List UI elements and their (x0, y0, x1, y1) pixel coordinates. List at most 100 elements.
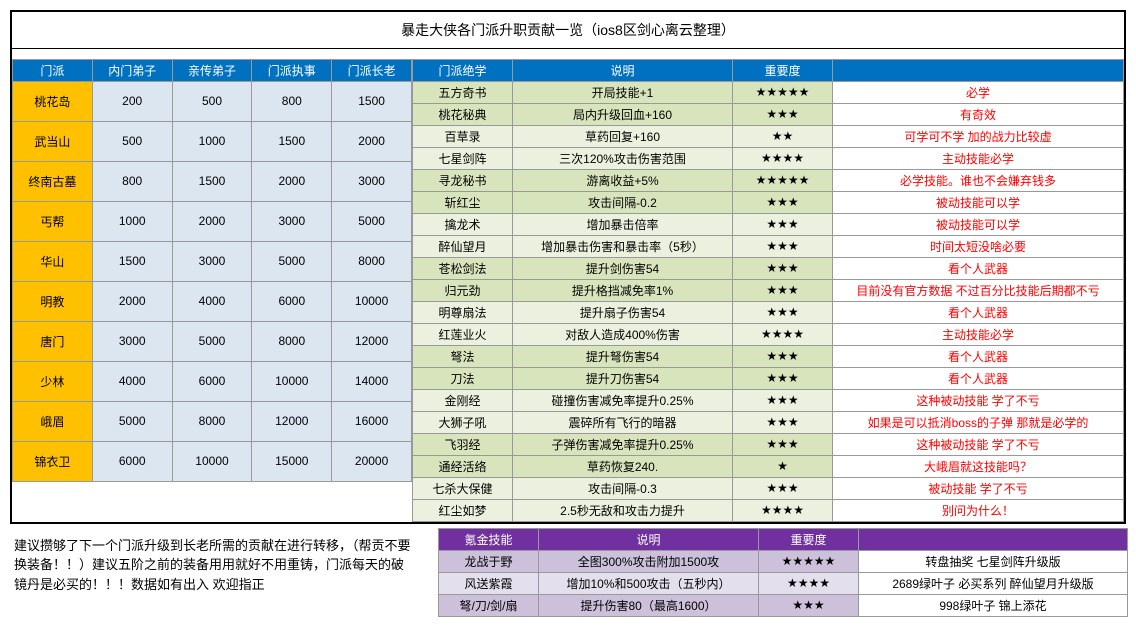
skill-desc: 草药回复+160 (513, 125, 733, 147)
contribution-value: 3000 (92, 321, 172, 361)
contribution-value: 4000 (92, 361, 172, 401)
skill-desc: 2.5秒无敌和攻击力提升 (513, 499, 733, 521)
skill-desc: 提升剑伤害54 (513, 257, 733, 279)
contribution-value: 500 (92, 121, 172, 161)
skill-desc: 震碎所有飞行的暗器 (513, 411, 733, 433)
skill-note: 被动技能可以学 (833, 191, 1124, 213)
advice-text: 建议攒够了下一个门派升级到长老所需的贡献在进行转移，（帮贡不要换装备！！）建议五… (10, 528, 418, 617)
skill-stars: ★★★ (733, 257, 833, 279)
skill-row: 大狮子吼震碎所有飞行的暗器★★★如果是可以抵消boss的子弹 那就是必学的 (413, 411, 1124, 433)
col-personal: 亲传弟子 (172, 59, 252, 81)
skill-desc: 碰撞伤害减免率提升0.25% (513, 389, 733, 411)
skill-stars: ★★★ (733, 279, 833, 301)
skill-name: 桃花秘典 (413, 103, 513, 125)
contribution-row: 唐门30005000800012000 (13, 321, 412, 361)
skill-note: 主动技能必学 (833, 323, 1124, 345)
skill-desc: 攻击间隔-0.2 (513, 191, 733, 213)
skill-desc: 增加暴击伤害和暴击率（5秒） (513, 235, 733, 257)
skill-stars: ★★★ (733, 103, 833, 125)
kr-row: 风送紫霞增加10%和500攻击（五秒内）★★★★2689绿叶子 必买系列 醉仙望… (439, 572, 1128, 594)
kr-row: 龙战于野全图300%攻击附加1500攻★★★★★转盘抽奖 七星剑阵升级版 (439, 550, 1128, 572)
col-elder: 门派长老 (332, 59, 412, 81)
skill-desc: 子弹伤害减免率提升0.25% (513, 433, 733, 455)
skill-row: 斩红尘攻击间隔-0.2★★★被动技能可以学 (413, 191, 1124, 213)
skill-name: 百草录 (413, 125, 513, 147)
skill-stars: ★ (733, 455, 833, 477)
skill-stars: ★★★ (733, 411, 833, 433)
kr-col-skill: 氪金技能 (439, 528, 539, 550)
skill-note: 时间太短没啥必要 (833, 235, 1124, 257)
kr-skill-desc: 提升伤害80（最高1600） (539, 594, 759, 616)
skill-stars: ★★★★★ (733, 81, 833, 103)
skill-stars: ★★★★ (733, 323, 833, 345)
skill-stars: ★★★★ (733, 499, 833, 521)
contribution-value: 12000 (252, 401, 332, 441)
col-desc: 说明 (513, 59, 733, 81)
skill-stars: ★★★ (733, 433, 833, 455)
contribution-value: 14000 (332, 361, 412, 401)
sect-name: 少林 (13, 361, 93, 401)
kr-skill-note: 998绿叶子 锦上添花 (859, 594, 1128, 616)
left-section: 门派 内门弟子 亲传弟子 门派执事 门派长老 桃花岛2005008001500武… (12, 49, 412, 522)
skill-stars: ★★★★ (733, 147, 833, 169)
skill-desc: 提升扇子伤害54 (513, 301, 733, 323)
skill-stars: ★★★ (733, 389, 833, 411)
skill-note: 别问为什么！ (833, 499, 1124, 521)
skill-stars: ★★★ (733, 213, 833, 235)
skill-name: 七杀大保健 (413, 477, 513, 499)
skill-stars: ★★ (733, 125, 833, 147)
skill-name: 金刚经 (413, 389, 513, 411)
contribution-value: 1500 (92, 241, 172, 281)
contribution-value: 1000 (92, 201, 172, 241)
skill-name: 大狮子吼 (413, 411, 513, 433)
skill-row: 归元劲提升格挡减免率1%★★★目前没有官方数据 不过百分比技能后期都不亏 (413, 279, 1124, 301)
skill-desc: 提升格挡减免率1% (513, 279, 733, 301)
skill-name: 苍松剑法 (413, 257, 513, 279)
contribution-value: 200 (92, 81, 172, 121)
skill-name: 红莲业火 (413, 323, 513, 345)
skill-note: 必学 (833, 81, 1124, 103)
skill-note: 主动技能必学 (833, 147, 1124, 169)
skill-note: 看个人武器 (833, 257, 1124, 279)
skill-desc: 开局技能+1 (513, 81, 733, 103)
contribution-row: 华山1500300050008000 (13, 241, 412, 281)
skill-stars: ★★★★★ (733, 169, 833, 191)
skill-desc: 对敌人造成400%伤害 (513, 323, 733, 345)
contribution-value: 10000 (172, 441, 252, 481)
skill-note: 看个人武器 (833, 301, 1124, 323)
skill-row: 飞羽经子弹伤害减免率提升0.25%★★★这种被动技能 学了不亏 (413, 433, 1124, 455)
skill-row: 七星剑阵三次120%攻击伤害范围★★★★主动技能必学 (413, 147, 1124, 169)
sect-name: 峨眉 (13, 401, 93, 441)
kr-skill-stars: ★★★★★ (759, 550, 859, 572)
skill-desc: 三次120%攻击伤害范围 (513, 147, 733, 169)
col-importance: 重要度 (733, 59, 833, 81)
contribution-row: 少林400060001000014000 (13, 361, 412, 401)
contribution-value: 6000 (252, 281, 332, 321)
skill-stars: ★★★ (733, 345, 833, 367)
kr-skill-desc: 增加10%和500攻击（五秒内） (539, 572, 759, 594)
sect-name: 武当山 (13, 121, 93, 161)
contribution-value: 8000 (332, 241, 412, 281)
kr-row: 弩/刀/剑/扇提升伤害80（最高1600）★★★998绿叶子 锦上添花 (439, 594, 1128, 616)
skill-desc: 游离收益+5% (513, 169, 733, 191)
skill-note: 有奇效 (833, 103, 1124, 125)
kr-skill-name: 弩/刀/剑/扇 (439, 594, 539, 616)
skill-row: 七杀大保健攻击间隔-0.3★★★被动技能 学了不亏 (413, 477, 1124, 499)
contribution-value: 500 (172, 81, 252, 121)
kr-skill-stars: ★★★ (759, 594, 859, 616)
skill-row: 通经活络草药恢复240.★大峨眉就这技能吗？ (413, 455, 1124, 477)
kr-skill-desc: 全图300%攻击附加1500攻 (539, 550, 759, 572)
contribution-value: 20000 (332, 441, 412, 481)
kr-skill-note: 转盘抽奖 七星剑阵升级版 (859, 550, 1128, 572)
skill-note: 目前没有官方数据 不过百分比技能后期都不亏 (833, 279, 1124, 301)
contribution-row: 锦衣卫6000100001500020000 (13, 441, 412, 481)
skill-stars: ★★★ (733, 235, 833, 257)
kr-header-row: 氪金技能 说明 重要度 (439, 528, 1128, 550)
kr-table: 氪金技能 说明 重要度 龙战于野全图300%攻击附加1500攻★★★★★转盘抽奖… (438, 528, 1128, 617)
skill-name: 寻龙秘书 (413, 169, 513, 191)
contribution-value: 8000 (172, 401, 252, 441)
kr-col-importance: 重要度 (759, 528, 859, 550)
contribution-value: 2000 (332, 121, 412, 161)
skill-row: 苍松剑法提升剑伤害54★★★看个人武器 (413, 257, 1124, 279)
col-sect: 门派 (13, 59, 93, 81)
